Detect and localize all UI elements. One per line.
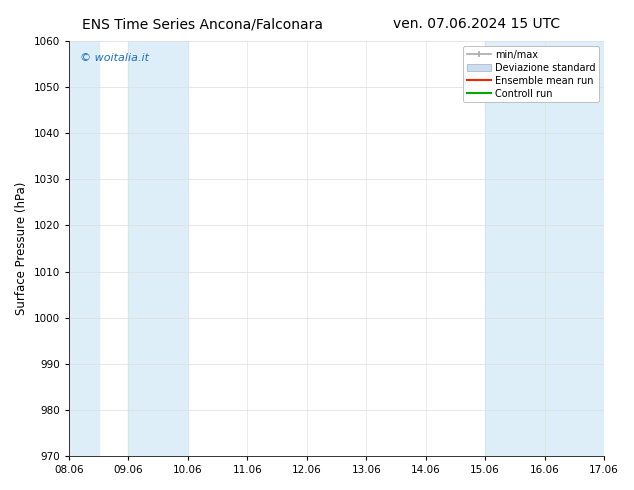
Text: ENS Time Series Ancona/Falconara: ENS Time Series Ancona/Falconara bbox=[82, 17, 323, 31]
Bar bbox=[128, 41, 188, 456]
Text: © woitalia.it: © woitalia.it bbox=[79, 53, 148, 64]
Y-axis label: Surface Pressure (hPa): Surface Pressure (hPa) bbox=[15, 182, 28, 315]
Bar bbox=[485, 41, 545, 456]
Bar bbox=[604, 41, 634, 456]
Bar bbox=[545, 41, 604, 456]
Legend: min/max, Deviazione standard, Ensemble mean run, Controll run: min/max, Deviazione standard, Ensemble m… bbox=[463, 46, 599, 102]
Bar bbox=[69, 41, 98, 456]
Text: ven. 07.06.2024 15 UTC: ven. 07.06.2024 15 UTC bbox=[393, 17, 560, 31]
